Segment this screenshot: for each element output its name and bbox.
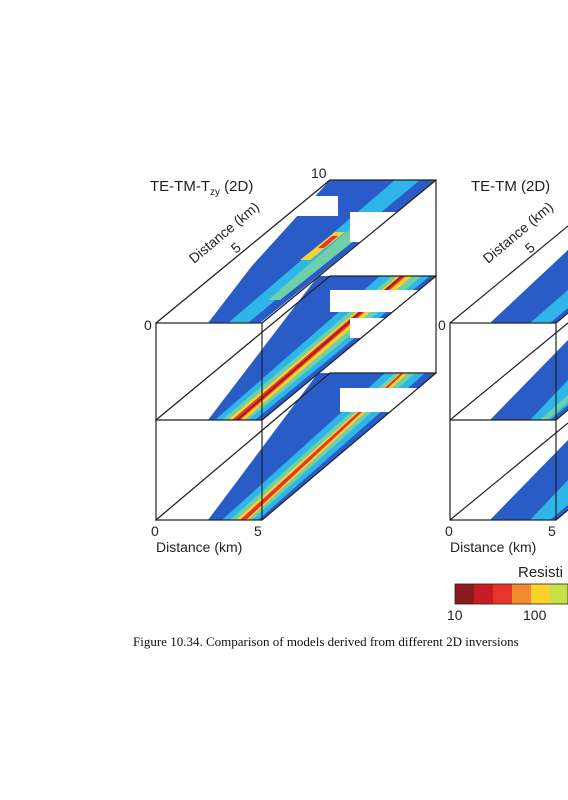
colorbar-swatch [531, 584, 550, 604]
axis-top-tick-mid-right: 5 [522, 239, 538, 256]
axis-bottom-label: Distance (km) [156, 539, 242, 555]
colorbar-tick-10: 10 [447, 607, 463, 623]
axis-bottom-label-right: Distance (km) [450, 539, 536, 555]
wireframe-box-right [449, 225, 568, 521]
resistivity-colorbar: Resisti 10 100 [447, 564, 568, 623]
axis-bottom-tick-start-right: 0 [445, 523, 453, 539]
panel-te-tm-tzy: TE-TM-Tzy (2D) 10 5 0 Distance (km) 0 5 … [144, 165, 438, 555]
axis-top-tick-start-right: 0 [438, 317, 446, 333]
axis-bottom-tick-end: 5 [254, 523, 262, 539]
colorbar-title: Resisti [518, 564, 563, 581]
colorbar-swatch [512, 584, 531, 604]
axis-top-tick-start: 0 [144, 317, 152, 333]
axis-top-label-right: Distance (km) [480, 199, 556, 267]
colorbar-swatch [455, 584, 474, 604]
panel-title-right: TE-TM (2D) [471, 178, 550, 195]
panel-te-tm: TE-TM (2D) 5 0 Distance (km) 0 5 Distanc… [438, 178, 568, 555]
resistivity-slice-top-right [450, 240, 568, 323]
panel-title: TE-TM-Tzy (2D) [150, 178, 253, 198]
colorbar-swatch [474, 584, 493, 604]
wireframe-box [155, 179, 437, 521]
axis-top-tick-end: 10 [311, 165, 327, 181]
colorbar-tick-100: 100 [523, 607, 547, 623]
resistivity-slice-bottom-right [490, 440, 568, 520]
axis-bottom-tick-end-right: 5 [548, 523, 556, 539]
colorbar-swatches [455, 584, 568, 604]
axis-bottom-tick-start: 0 [151, 523, 159, 539]
figure-caption: Figure 10.34. Comparison of models deriv… [133, 634, 519, 649]
resistivity-slice-middle-right [490, 340, 568, 420]
colorbar-swatch [550, 584, 568, 604]
resistivity-slice-bottom [154, 372, 438, 521]
colorbar-swatch [493, 584, 512, 604]
